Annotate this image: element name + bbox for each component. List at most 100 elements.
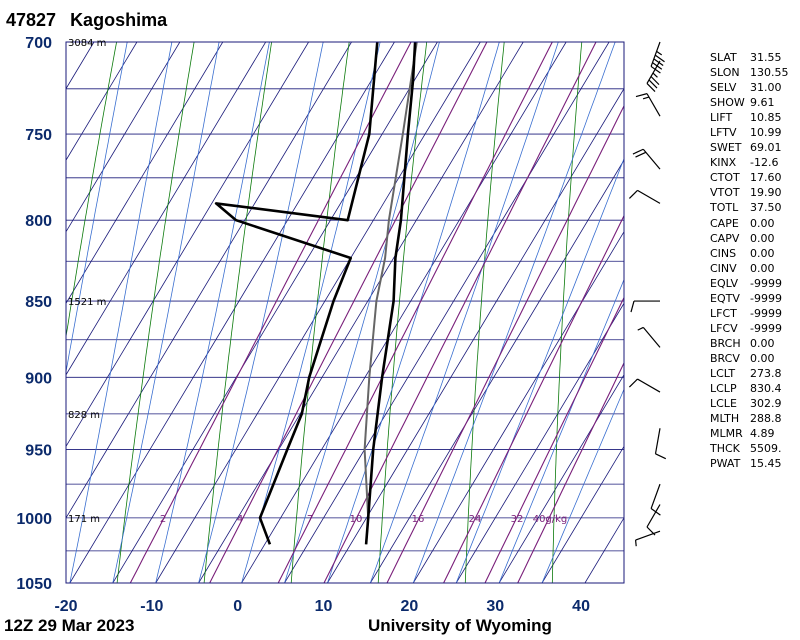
moist-adiabat [498, 278, 624, 583]
isotherm [112, 42, 438, 583]
index-key: CINV [710, 261, 737, 275]
index-value: 10.99 [750, 126, 782, 140]
isotherm [155, 42, 481, 583]
index-row: TOTL 37.50 [710, 200, 789, 215]
isotherm [66, 42, 309, 448]
index-value: 15.45 [750, 457, 782, 471]
index-row: CAPV 0.00 [710, 231, 789, 246]
pressure-tick-label: 1050 [16, 576, 52, 593]
station-name: Kagoshima [70, 10, 168, 30]
index-key: CAPE [710, 216, 739, 230]
isotherm [0, 42, 8, 583]
mixing-ratio-label: 32 [511, 514, 524, 525]
index-row: PWAT 15.45 [710, 456, 789, 471]
index-value: 130.55 [750, 66, 789, 80]
index-row: MLTH 288.8 [710, 411, 789, 426]
temperature-tick-label: 10 [315, 598, 333, 615]
labels: 700 750 800 850 900 950 1000 1050-20 -10 0 10 20 30 4… [16, 35, 625, 615]
wind-barb-flag [628, 378, 638, 388]
wind-barb [650, 41, 665, 74]
index-key: SELV [710, 81, 737, 95]
dry-adiabat [116, 42, 195, 583]
wind-barb-shaft [650, 483, 661, 509]
isotherm [284, 42, 610, 583]
index-key: PWAT [710, 457, 741, 471]
isotherm [69, 42, 395, 583]
mixing-ratio-line [443, 214, 624, 583]
index-value: -9999 [750, 321, 782, 335]
index-value: 10.85 [750, 111, 782, 125]
isotherm [198, 42, 524, 583]
index-key: SWET [710, 141, 742, 155]
stability-indices: SLAT 31.55 SLON 130.55 SELV 31.00 SHOW 9.61 LIFT… [710, 50, 789, 471]
index-value: 4.89 [750, 427, 775, 441]
index-key: CINS [710, 246, 737, 260]
pressure-tick-label: 850 [25, 294, 52, 311]
mixing-ratio-line [323, 42, 597, 583]
isotherm [369, 159, 624, 583]
index-value: -9999 [750, 276, 782, 290]
pressure-tick-label: 800 [25, 213, 52, 230]
wind-barb-shaft [642, 327, 661, 348]
index-row: BRCH 0.00 [710, 336, 789, 351]
isotherm [66, 42, 267, 376]
wind-barb-flag [653, 58, 664, 66]
wind-barbs [628, 41, 667, 547]
wind-barb-shaft [637, 189, 661, 204]
wind-barb-flag [655, 453, 667, 460]
wind-barb-shaft [646, 60, 661, 84]
index-value: -9999 [750, 291, 782, 305]
index-row: EQTV -9999 [710, 291, 789, 306]
index-row: THCK 5509. [710, 441, 789, 456]
index-value: 830.4 [750, 382, 782, 396]
moist-adiabat [155, 42, 270, 583]
temperature-tick-label: -20 [54, 598, 77, 615]
wind-barb-flag [642, 96, 650, 100]
index-value: 0.00 [750, 216, 775, 230]
mixing-ratio-line [386, 104, 624, 583]
wind-barb [634, 530, 661, 547]
isotherm [66, 42, 95, 90]
pressure-tick-label: 750 [25, 127, 52, 144]
wind-barb-flag [630, 300, 635, 313]
index-key: CAPV [710, 231, 740, 245]
index-key: MLMR [710, 427, 743, 441]
height-label: 828 m [68, 410, 100, 421]
pressure-tick-label: 1000 [16, 511, 52, 528]
mixing-ratio-line [209, 42, 488, 583]
wind-barb-flag [650, 76, 660, 86]
wind-barb [646, 60, 661, 92]
index-key: LCLE [710, 397, 737, 411]
dewpoint-profile [214, 42, 379, 545]
index-value: 0.00 [750, 231, 775, 245]
wind-barb [635, 93, 661, 117]
index-key: LFCV [710, 321, 738, 335]
temperature-tick-label: 0 [233, 598, 242, 615]
index-row: LCLE 302.9 [710, 396, 789, 411]
index-value: 37.50 [750, 201, 782, 215]
index-row: SWET 69.01 [710, 140, 789, 155]
profiles [214, 42, 418, 545]
index-key: SLAT [710, 51, 737, 64]
isotherm [0, 42, 51, 583]
credit: University of Wyoming [368, 616, 552, 635]
wind-barb [628, 189, 661, 204]
mixing-ratio-label: 16 [412, 514, 425, 525]
wind-barb-flag [628, 189, 638, 199]
mixing-ratio-label: 24 [469, 514, 482, 525]
height-label: 171 m [68, 514, 100, 525]
observation-time: 12Z 29 Mar 2023 [4, 616, 135, 635]
wind-barb [654, 428, 667, 460]
temperature-tick-label: 30 [486, 598, 504, 615]
wind-barb [637, 326, 661, 348]
moist-adiabat [198, 42, 324, 583]
wind-barb-flag [635, 151, 647, 158]
index-value: -12.6 [750, 156, 779, 170]
parcel-path [363, 42, 418, 545]
moist-adiabat [455, 157, 624, 583]
index-row: VTOT 19.90 [710, 185, 789, 200]
index-value: 288.8 [750, 412, 782, 426]
wind-barb-shaft [646, 93, 661, 117]
index-row: LFCT -9999 [710, 306, 789, 321]
wind-barb [630, 300, 660, 313]
